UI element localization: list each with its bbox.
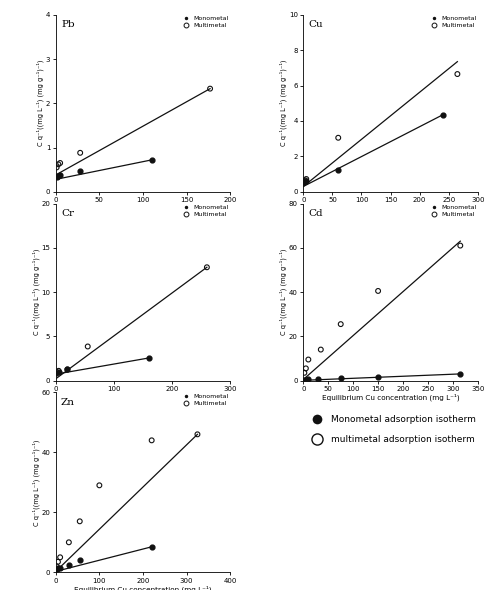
Legend: Monometal, Multimetal: Monometal, Multimetal bbox=[180, 394, 228, 406]
Point bbox=[145, 353, 152, 363]
Point bbox=[203, 263, 211, 272]
Y-axis label: C q⁻¹((mg L⁻¹) (mg g⁻¹)⁻¹): C q⁻¹((mg L⁻¹) (mg g⁻¹)⁻¹) bbox=[37, 60, 44, 146]
Point bbox=[438, 110, 446, 119]
Point bbox=[55, 366, 62, 376]
Point bbox=[148, 435, 155, 445]
Point bbox=[304, 375, 312, 384]
Point bbox=[301, 176, 308, 186]
Point bbox=[55, 367, 62, 376]
Point bbox=[76, 148, 84, 158]
Point bbox=[148, 542, 155, 552]
Point bbox=[455, 241, 463, 250]
X-axis label: Equilibrium Cu concentration (mg L⁻¹): Equilibrium Cu concentration (mg L⁻¹) bbox=[74, 585, 212, 590]
Point bbox=[300, 176, 307, 186]
Point bbox=[316, 345, 324, 354]
Y-axis label: C q⁻¹((mg L⁻¹) (mg g⁻¹)⁻¹): C q⁻¹((mg L⁻¹) (mg g⁻¹)⁻¹) bbox=[279, 249, 287, 335]
Point bbox=[336, 319, 344, 329]
Point bbox=[453, 69, 460, 78]
Y-axis label: C q⁻¹((mg L⁻¹) (mg g⁻¹)⁻¹): C q⁻¹((mg L⁻¹) (mg g⁻¹)⁻¹) bbox=[32, 249, 40, 335]
Point bbox=[84, 342, 91, 351]
X-axis label: Equilibrium Cu concentration (mg L⁻¹): Equilibrium Cu concentration (mg L⁻¹) bbox=[321, 205, 458, 212]
Text: Pb: Pb bbox=[61, 20, 75, 29]
Point bbox=[52, 368, 60, 378]
Point bbox=[302, 174, 309, 183]
Text: Cr: Cr bbox=[61, 209, 74, 218]
Point bbox=[302, 176, 309, 185]
Point bbox=[53, 172, 60, 182]
Point bbox=[206, 84, 213, 93]
Point bbox=[148, 155, 155, 165]
X-axis label: Equilibrium Cu concentration (mg L⁻¹): Equilibrium Cu concentration (mg L⁻¹) bbox=[321, 394, 458, 401]
Point bbox=[56, 158, 64, 168]
Point bbox=[336, 373, 344, 383]
Point bbox=[53, 163, 60, 172]
Point bbox=[301, 176, 308, 185]
X-axis label: Equilibrium Cu concentration (mg L⁻¹): Equilibrium Cu concentration (mg L⁻¹) bbox=[74, 394, 212, 401]
Point bbox=[56, 553, 64, 562]
Point bbox=[63, 365, 71, 374]
Text: Zn: Zn bbox=[61, 398, 75, 407]
Point bbox=[304, 355, 312, 364]
Point bbox=[193, 430, 201, 439]
X-axis label: Equilibrium Pb concentration (mg L⁻¹): Equilibrium Pb concentration (mg L⁻¹) bbox=[75, 205, 211, 212]
Point bbox=[53, 565, 60, 574]
Point bbox=[63, 365, 71, 374]
Point bbox=[54, 557, 61, 566]
Legend: Monometal adsorption isotherm, multimetal adsorption isotherm: Monometal adsorption isotherm, multimeta… bbox=[307, 415, 475, 444]
Point bbox=[333, 165, 341, 175]
Y-axis label: C q⁻¹((mg L⁻¹) (mg g⁻¹)⁻¹): C q⁻¹((mg L⁻¹) (mg g⁻¹)⁻¹) bbox=[279, 60, 287, 146]
Point bbox=[333, 133, 341, 143]
Point bbox=[76, 517, 83, 526]
Legend: Monometal, Multimetal: Monometal, Multimetal bbox=[180, 205, 228, 217]
Point bbox=[54, 172, 62, 181]
Y-axis label: C q⁻¹((mg L⁻¹) (mg g⁻¹)⁻¹): C q⁻¹((mg L⁻¹) (mg g⁻¹)⁻¹) bbox=[32, 439, 40, 526]
Legend: Monometal, Multimetal: Monometal, Multimetal bbox=[426, 205, 475, 217]
Point bbox=[374, 286, 381, 296]
Point bbox=[53, 562, 60, 571]
Point bbox=[76, 166, 84, 175]
Point bbox=[300, 375, 308, 385]
Point bbox=[455, 369, 463, 379]
Point bbox=[314, 374, 321, 384]
Point bbox=[65, 560, 73, 569]
Point bbox=[302, 363, 309, 373]
Point bbox=[300, 177, 307, 186]
Legend: Monometal, Multimetal: Monometal, Multimetal bbox=[426, 16, 475, 28]
Point bbox=[52, 367, 60, 376]
Point bbox=[302, 375, 309, 385]
Point bbox=[54, 159, 62, 169]
Legend: Monometal, Multimetal: Monometal, Multimetal bbox=[180, 16, 228, 28]
Point bbox=[374, 372, 381, 382]
Text: Cu: Cu bbox=[308, 20, 322, 29]
Point bbox=[54, 563, 61, 573]
Point bbox=[95, 481, 103, 490]
Point bbox=[65, 537, 73, 547]
Text: Cd: Cd bbox=[308, 209, 322, 218]
Point bbox=[56, 563, 64, 572]
Point bbox=[76, 556, 83, 565]
Point bbox=[300, 368, 308, 378]
Point bbox=[56, 170, 64, 179]
